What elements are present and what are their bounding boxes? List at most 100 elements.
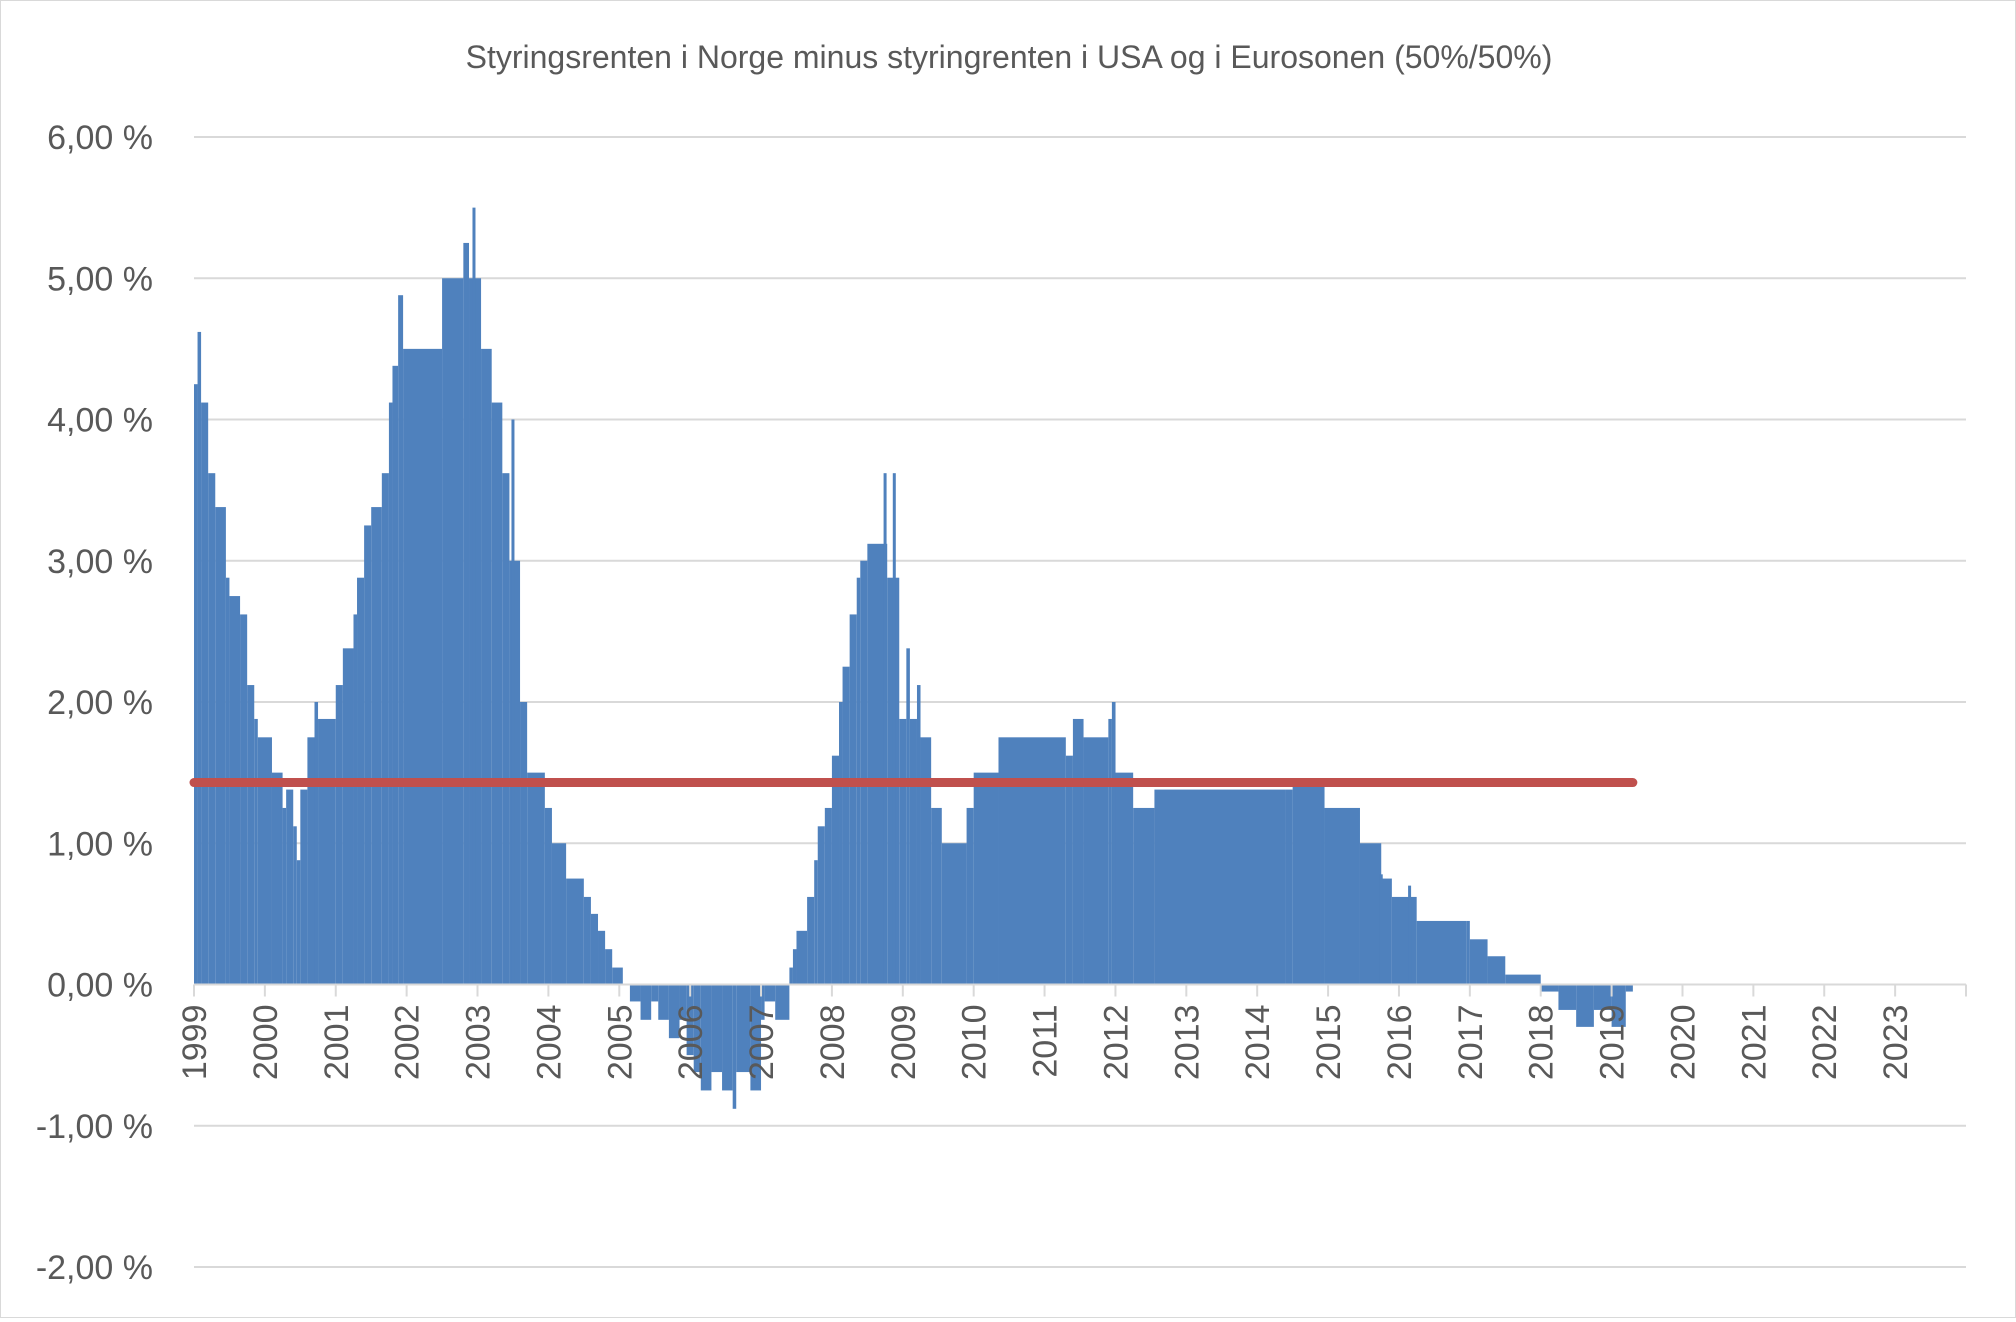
area-segment [598, 930, 606, 985]
x-tick-label: 2008 [814, 1005, 852, 1081]
x-tick-label: 2002 [389, 1005, 427, 1081]
area-segment [442, 278, 464, 985]
area-segment [286, 789, 294, 985]
area-segment [792, 949, 797, 985]
area-segment [463, 242, 470, 985]
area-segment [208, 473, 216, 985]
x-tick-label: 2013 [1168, 1005, 1206, 1081]
x-tick-label: 2011 [1027, 1005, 1065, 1078]
x-tick-label: 2017 [1452, 1005, 1490, 1081]
area-segment [973, 772, 999, 985]
area-segment [296, 860, 301, 985]
x-tick-label: 2015 [1310, 1005, 1348, 1081]
area-segment [590, 913, 599, 985]
area-segment [1469, 939, 1488, 985]
area-segment [293, 826, 297, 985]
area-segment [867, 543, 888, 985]
area-segment [1359, 843, 1382, 985]
area-segment [201, 402, 209, 985]
area-spike [892, 473, 896, 985]
x-tick-label: 2004 [530, 1005, 568, 1081]
area-segment [909, 718, 917, 985]
area-segment [1487, 956, 1506, 985]
area-segment [403, 348, 443, 985]
area-segment [1540, 984, 1559, 992]
area-segment [920, 737, 932, 985]
area-segment [481, 348, 492, 985]
area-segment [651, 984, 659, 1002]
area-segment [1083, 737, 1109, 985]
area-segment [1391, 896, 1417, 985]
x-tick-label: 2016 [1381, 1005, 1419, 1081]
area-segment [1285, 789, 1293, 985]
area-segment [1324, 807, 1360, 985]
area-segment [1154, 789, 1286, 985]
area-segment [194, 384, 198, 985]
x-axis-labels: 1999 2000 2001 2002 2003 2004 2005 2006 2007 2008… [176, 1004, 1915, 1080]
area-segment [300, 789, 308, 985]
y-tick-label: -2,00 % [36, 1249, 153, 1287]
area-segment [197, 331, 202, 985]
x-tick-label: 2012 [1097, 1005, 1135, 1081]
area-segment [491, 402, 503, 985]
area-segment [966, 807, 974, 985]
area-spike [1408, 885, 1412, 985]
y-tick-label: 1,00 % [47, 825, 153, 863]
area-segment [229, 596, 241, 985]
area-segment [1108, 718, 1112, 985]
y-axis-labels: 6,00 % 5,00 % 4,00 % 3,00 % 2,00 % 1,00 % 0,00… [36, 119, 153, 1287]
x-tick-label: 2022 [1806, 1005, 1844, 1081]
x-tick-label: 2006 [672, 1005, 710, 1081]
area-segment [700, 984, 712, 1091]
area-segment [381, 473, 389, 985]
area-segment [509, 560, 521, 985]
y-tick-label: 4,00 % [47, 402, 153, 440]
area-segment [254, 718, 258, 985]
area-segment [658, 984, 669, 1020]
area-segment [520, 702, 528, 985]
area-segment [1381, 878, 1392, 985]
area-spike [883, 473, 887, 985]
y-tick-label: 2,00 % [47, 684, 153, 722]
area-segment [679, 984, 687, 1020]
area-segment [941, 843, 967, 985]
area-segment [1416, 920, 1467, 985]
area-segment [527, 772, 545, 985]
area-segment [899, 718, 907, 985]
area-segment [916, 685, 921, 985]
area-segment [842, 666, 850, 985]
area-segment [817, 826, 825, 985]
area-segment [1558, 984, 1577, 1010]
area-segment [1505, 974, 1541, 985]
y-tick-label: -1,00 % [36, 1108, 153, 1146]
area-segment [693, 984, 701, 1073]
area-segment [629, 984, 641, 1002]
x-tick-label: 2003 [460, 1005, 498, 1081]
area-segment [711, 984, 723, 1073]
area-segment [502, 473, 510, 985]
area-segment [342, 648, 354, 985]
area-segment [335, 685, 343, 985]
area-segment [398, 295, 404, 985]
x-axis [193, 983, 1967, 997]
x-tick-label: 2023 [1877, 1005, 1915, 1081]
area-segment [371, 507, 382, 985]
area-segment [831, 755, 840, 985]
area-segment [544, 807, 552, 985]
area-segment [1065, 755, 1073, 985]
chart-title: Styringsrenten i Norge minus styringrent… [465, 39, 1553, 75]
area-segment [807, 896, 815, 985]
area-segment [736, 984, 751, 1073]
area-segment [796, 930, 808, 985]
area-segment [364, 525, 372, 985]
area-segment [353, 614, 358, 985]
area-segment [247, 685, 255, 985]
area-segment [764, 984, 776, 1002]
area-segment [605, 949, 613, 985]
area-segment [612, 967, 623, 985]
y-tick-label: 6,00 % [47, 119, 153, 157]
area-segment [271, 772, 283, 985]
area-segment [392, 365, 399, 985]
area-segment [761, 984, 765, 1020]
